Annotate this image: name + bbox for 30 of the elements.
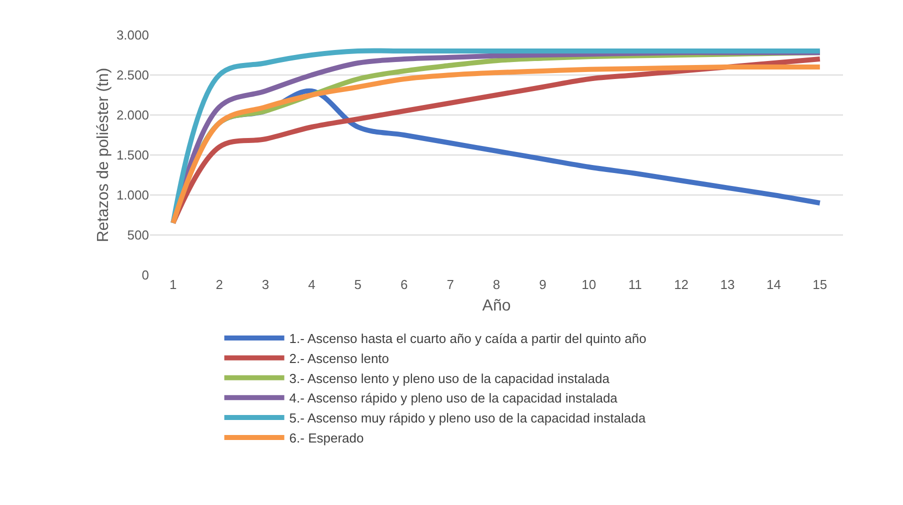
- y-axis-title: Retazos de poliéster (tn): [95, 68, 112, 242]
- legend-label: 4.- Ascenso rápido y pleno uso de la capacidad instalada: [289, 390, 618, 406]
- x-tick-label: 8: [492, 277, 500, 292]
- y-tick-label: 1.000: [116, 188, 149, 203]
- legend-label: 1.- Ascenso hasta el cuarto año y caída a partir del quinto año: [289, 331, 646, 346]
- x-tick-label: 15: [812, 277, 828, 292]
- x-tick-label: 13: [720, 277, 735, 292]
- y-tick-label: 1.500: [116, 148, 149, 163]
- x-tick-label: 14: [766, 277, 781, 292]
- x-tick-label: 9: [539, 277, 546, 292]
- x-tick-label: 4: [308, 277, 316, 292]
- legend-label: 6.- Esperado: [289, 430, 364, 446]
- x-tick-label: 2: [216, 277, 223, 292]
- y-tick-label: 2.000: [116, 108, 149, 123]
- x-tick-label: 11: [628, 277, 642, 292]
- x-tick-label: 12: [674, 277, 689, 292]
- legend-label: 5.- Ascenso muy rápido y pleno uso de la capacidad instalada: [289, 410, 646, 426]
- y-tick-label: 500: [127, 228, 149, 243]
- y-tick-label: 0: [142, 268, 149, 283]
- y-tick-label: 3.000: [116, 28, 149, 43]
- x-tick-label: 1: [169, 277, 177, 292]
- legend-label: 3.- Ascenso lento y pleno uso de la capacidad instalada: [289, 370, 610, 386]
- x-tick-label: 6: [400, 277, 408, 292]
- legend-label: 2.- Ascenso lento: [289, 350, 390, 366]
- x-tick-label: 10: [582, 277, 596, 292]
- x-axis-title: Año: [482, 298, 511, 315]
- x-tick-label: 5: [354, 277, 362, 292]
- x-tick-label: 3: [262, 277, 270, 292]
- x-tick-label: 7: [446, 277, 454, 292]
- y-tick-label: 2.500: [116, 68, 149, 83]
